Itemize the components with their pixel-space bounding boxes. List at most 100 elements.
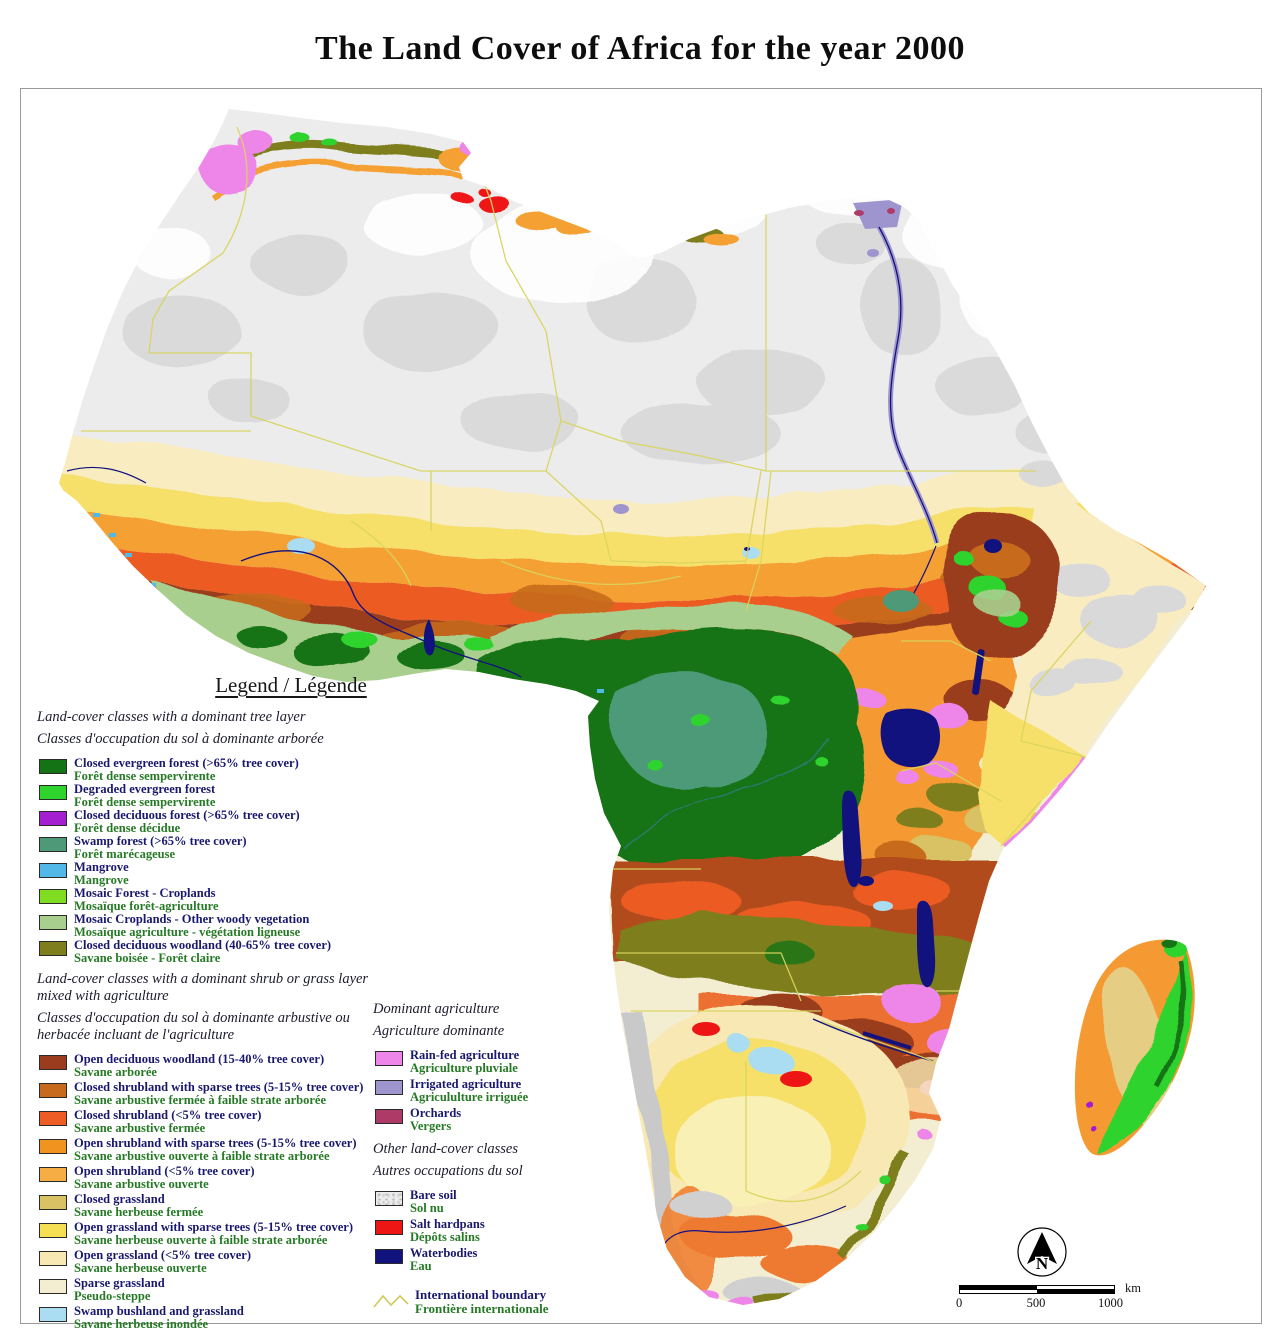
legend-item: Open deciduous woodland (15-40% tree cov… — [37, 1053, 377, 1078]
legend-item: Closed deciduous forest (>65% tree cover… — [37, 809, 377, 834]
page-title: The Land Cover of Africa for the year 20… — [315, 30, 965, 67]
legend-item: Orchards Vergers — [373, 1107, 663, 1132]
section-header-fr: Autres occupations du sol — [373, 1163, 523, 1180]
label-fr: Savane herbeuse inondée — [74, 1316, 209, 1331]
label-fr: Vergers — [410, 1118, 452, 1133]
africa-map — [59, 109, 1206, 1305]
legend-item: Swamp forest (>65% tree cover) Forêt maré… — [37, 835, 377, 860]
north-arrow: N — [1017, 1227, 1067, 1277]
legend-section-shrub-grass: Land-cover classes with a dominant shrub… — [37, 971, 377, 1333]
legend-item: Salt hardpans Dépôts salins — [373, 1218, 663, 1243]
label-en: Irrigated agriculture — [410, 1077, 522, 1092]
legend-item: Waterbodies Eau — [373, 1247, 663, 1272]
north-arrow-pointer — [1027, 1232, 1057, 1264]
legend-item: Closed shrubland with sparse trees (5-15… — [37, 1081, 377, 1106]
section-header-en: Dominant agriculture — [373, 1001, 500, 1017]
label-en: Salt hardpans — [410, 1217, 485, 1232]
label-en: Bare soil — [410, 1188, 457, 1203]
scale-unit: km — [1125, 1281, 1141, 1295]
color-swatch — [39, 1251, 67, 1267]
legend-section-tree-layer: Land-cover classes with a dominant tree … — [37, 709, 377, 965]
label-fr: Forêt dense sempervirente — [74, 794, 216, 809]
legend-item: Sparse grassland Pseudo-steppe — [37, 1277, 377, 1302]
color-swatch — [375, 1051, 403, 1067]
color-swatch — [375, 1220, 403, 1236]
legend-item: Open grassland (<5% tree cover) Savane he… — [37, 1249, 377, 1274]
label-en: Orchards — [410, 1106, 462, 1121]
label-fr: Savane arbustive fermée — [74, 1120, 206, 1135]
legend-item: Mosaic Forest - Croplands Mosaïque forêt-… — [37, 887, 377, 912]
color-swatch — [375, 1249, 403, 1265]
legend-items: Rain-fed agriculture Agriculture pluviale… — [373, 1049, 663, 1132]
color-swatch — [39, 1083, 67, 1099]
label-fr: Forêt marécageuse — [74, 846, 175, 861]
section-header-en: Land-cover classes with a dominant tree … — [37, 709, 306, 725]
label-en: Closed grassland — [74, 1192, 165, 1207]
color-swatch — [39, 785, 67, 801]
legend-item: Open grassland with sparse trees (5-15% … — [37, 1221, 377, 1246]
section-header-fr: Classes d'occupation du sol à dominante … — [37, 1010, 350, 1044]
label-en: Closed shrubland with sparse trees (5-15… — [74, 1080, 364, 1095]
label-en: Degraded evergreen forest — [74, 782, 216, 797]
label-en: Open shrubland (<5% tree cover) — [74, 1164, 255, 1179]
nile-river — [853, 199, 940, 544]
legend-item: Bare soil Sol nu — [373, 1189, 663, 1214]
legend-items: Bare soil Sol nu Salt hardpans Dépôts salin… — [373, 1189, 663, 1272]
color-swatch — [39, 1055, 67, 1071]
scale-segment — [960, 1286, 1037, 1293]
color-swatch — [39, 1111, 67, 1127]
label-en: Swamp bushland and grassland — [74, 1304, 244, 1319]
label-fr: Savane arbustive ouverte — [74, 1176, 209, 1191]
legend-section-agriculture: Dominant agriculture Agriculture dominan… — [373, 1001, 663, 1136]
legend-items: Open deciduous woodland (15-40% tree cov… — [37, 1053, 377, 1330]
legend-items: Closed evergreen forest (>65% tree cover… — [37, 757, 377, 964]
label-en: Rain-fed agriculture — [410, 1048, 520, 1063]
scale-bar-rule — [959, 1285, 1115, 1294]
legend-item: Closed shrubland (<5% tree cover) Savane … — [37, 1109, 377, 1134]
label-fr: Mosaïque forêt-agriculture — [74, 898, 219, 913]
color-swatch — [39, 1195, 67, 1211]
label-fr: Agricululture irriguée — [410, 1089, 529, 1104]
label-fr: Forêt dense décidue — [74, 820, 181, 835]
label-en: Sparse grassland — [74, 1276, 165, 1291]
label-fr: Dépôts salins — [410, 1229, 480, 1244]
legend-item: Rain-fed agriculture Agriculture pluviale — [373, 1049, 663, 1074]
label-en: Closed shrubland (<5% tree cover) — [74, 1108, 262, 1123]
color-swatch — [375, 1080, 403, 1096]
scale-tick: 1000 — [1098, 1296, 1123, 1310]
north-label: N — [1036, 1254, 1049, 1273]
scale-segment — [1037, 1286, 1114, 1293]
label-en: Waterbodies — [410, 1246, 478, 1261]
legend-item: Degraded evergreen forest Forêt dense sem… — [37, 783, 377, 808]
color-swatch — [39, 759, 67, 775]
legend-item: Closed grassland Savane herbeuse fermée — [37, 1193, 377, 1218]
label-en: Open grassland with sparse trees (5-15% … — [74, 1220, 354, 1235]
color-swatch — [39, 863, 67, 879]
label-fr: Eau — [410, 1258, 432, 1273]
color-swatch — [39, 1223, 67, 1239]
label-fr: Savane arbustive fermée à faible strate … — [74, 1092, 327, 1107]
boundary-zigzag-icon — [373, 1294, 409, 1308]
legend-item-international-boundary: International boundary Frontière interna… — [373, 1288, 663, 1316]
color-swatch — [39, 889, 67, 905]
color-swatch — [39, 1167, 67, 1183]
label-fr: Savane boisée - Forêt claire — [74, 950, 221, 965]
section-header-en: Land-cover classes with a dominant shrub… — [37, 971, 369, 1005]
legend-item: Mangrove Mangrove — [37, 861, 377, 886]
label-fr: Savane herbeuse fermée — [74, 1204, 204, 1219]
label-fr: Savane arborée — [74, 1064, 157, 1079]
legend-item: Open shrubland (<5% tree cover) Savane ar… — [37, 1165, 377, 1190]
map-frame: Legend / Légende Land-cover classes with… — [20, 88, 1262, 1330]
country-boundaries — [81, 126, 1092, 1203]
scale-tick: 0 — [956, 1296, 963, 1310]
scale-tick: 500 — [1026, 1296, 1046, 1310]
label-fr: Agriculture pluviale — [410, 1060, 518, 1075]
color-swatch — [39, 1279, 67, 1295]
lakes — [66, 466, 1002, 1247]
color-swatch — [39, 941, 67, 957]
legend-item: Mosaic Croplands - Other woody vegetatio… — [37, 913, 377, 938]
label-fr: Savane arbustive ouverte à faible strate… — [74, 1148, 330, 1163]
label-fr: Sol nu — [410, 1200, 444, 1215]
legend-item: Irrigated agriculture Agricululture irrig… — [373, 1078, 663, 1103]
